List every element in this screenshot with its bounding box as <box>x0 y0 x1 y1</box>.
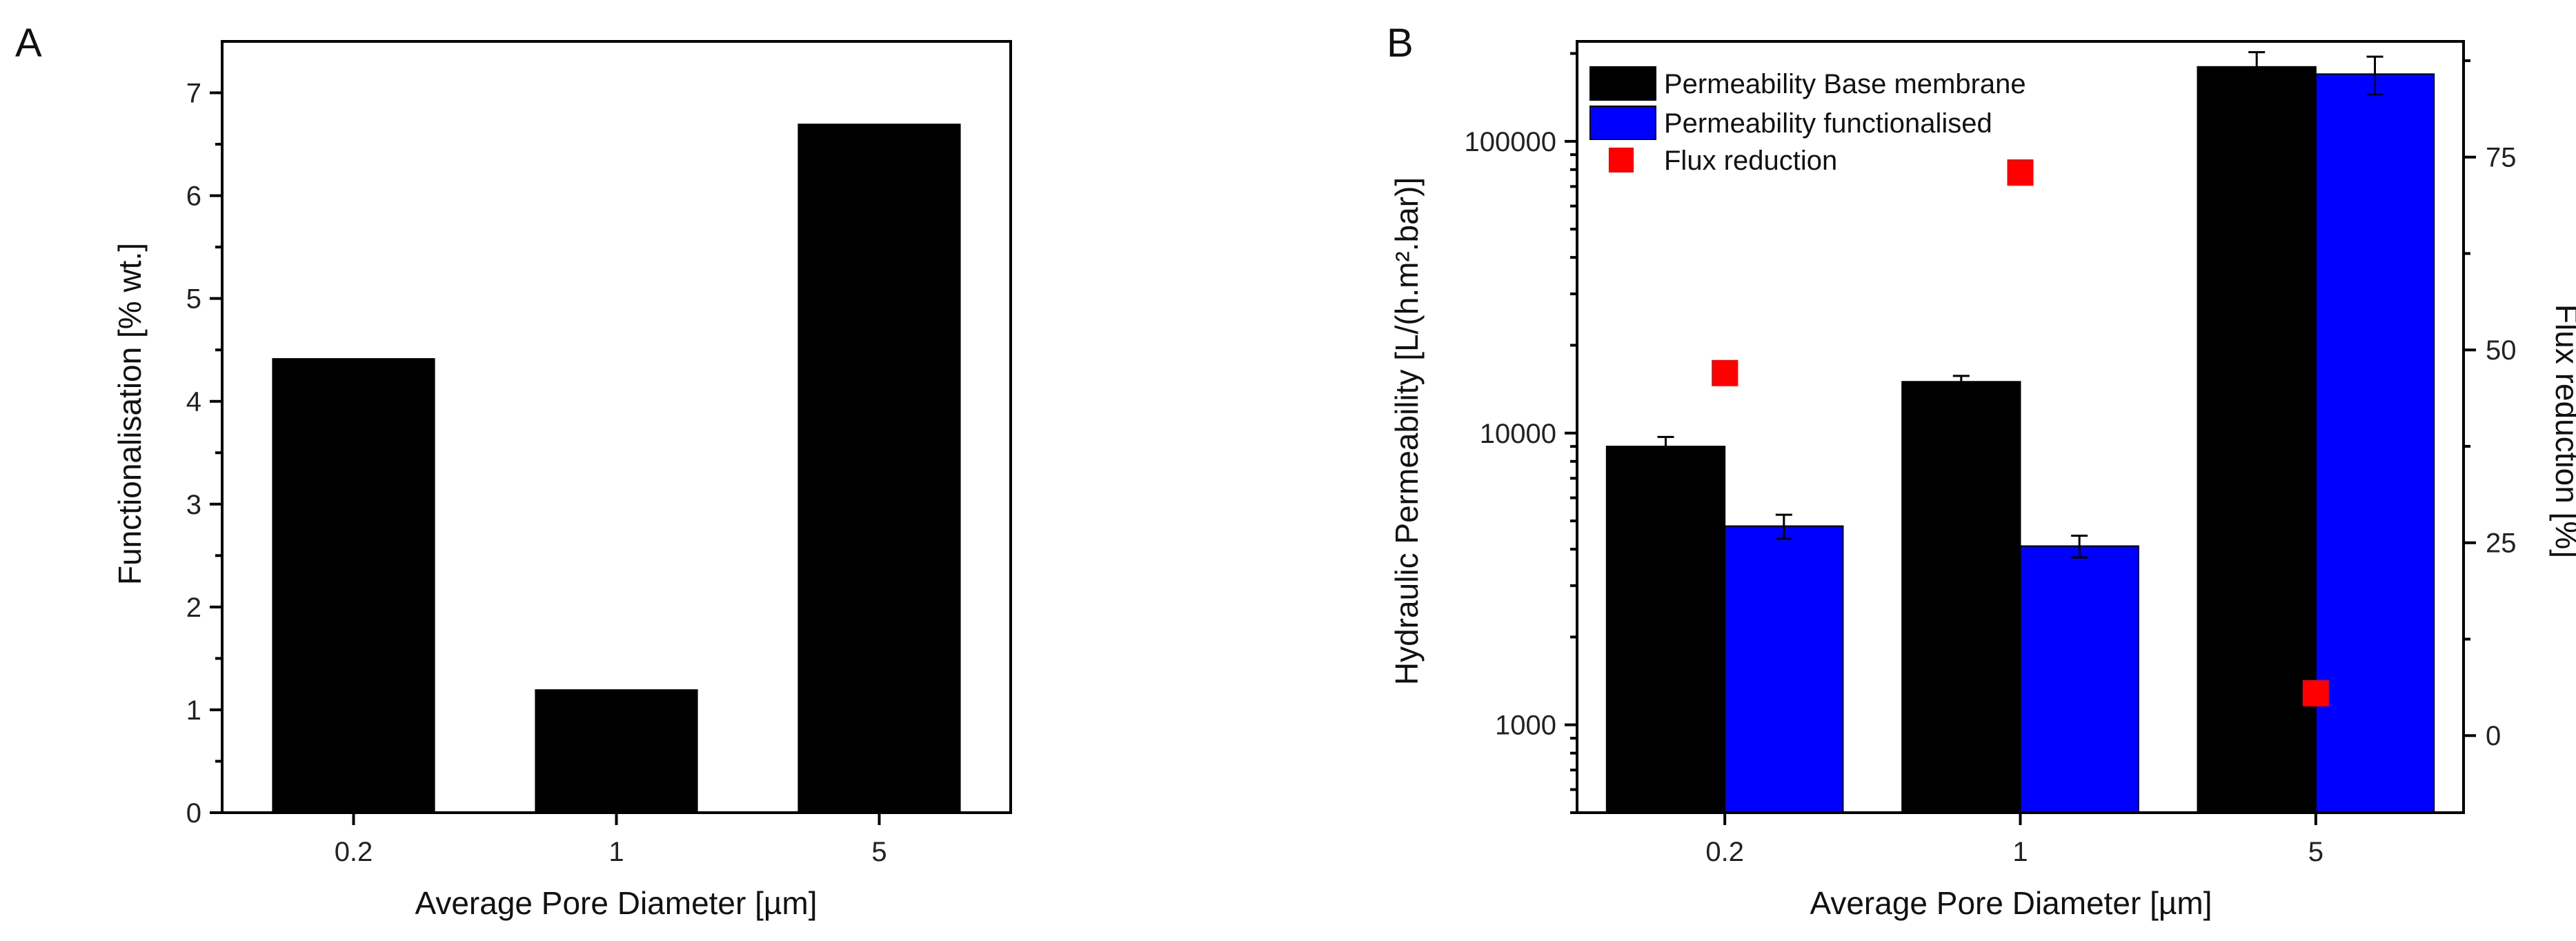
legend-label-base: Permeability Base membrane <box>1664 69 2026 99</box>
panel-b-right-tick-label-2: 50 <box>2486 335 2517 366</box>
legend-label-flux: Flux reduction <box>1664 146 1837 176</box>
panel-b-y-tick-label-2: 100000 <box>1465 127 1556 157</box>
panel-b-bar-s0-0 <box>1605 446 1726 813</box>
panel-b-flux-point-0 <box>1712 359 1738 386</box>
panel-a-label: A <box>15 21 42 66</box>
panel-a-y-tick-label-0: 0 <box>186 798 201 829</box>
panel-b-flux-point-2 <box>2302 680 2329 706</box>
panel-b-right-tick-label-0: 0 <box>2486 721 2501 751</box>
panel-b-right-tick-label-1: 25 <box>2486 528 2517 559</box>
panel-a-y-tick-label-1: 1 <box>186 695 201 726</box>
panel-b-x-tick-label-1: 1 <box>2012 837 2028 867</box>
panel-b-x-tick-label-0: 0.2 <box>1705 837 1744 867</box>
panel-a-bar-0 <box>272 358 435 813</box>
panel-b-bar-s1-1 <box>2019 545 2139 813</box>
panel-b-label: B <box>1387 21 1414 66</box>
panel-a-x-tick-label-1: 1 <box>608 837 624 867</box>
panel-a-x-tick-label-0: 0.2 <box>335 837 373 867</box>
panel-b-right-axis-title: Flux reduction [%] <box>2549 304 2576 558</box>
panel-b-plot: 1000 10000 100000 0 25 50 75 0.2 1 5 <box>1465 40 2517 867</box>
panel-a-bar-2 <box>797 123 961 813</box>
panel-a-plot: 0 1 2 3 4 5 6 7 0.2 1 5 <box>186 40 1012 867</box>
panel-b-legend: Permeability Base membrane Permeability … <box>1589 66 2026 176</box>
panel-a-y-tick-label-2: 2 <box>186 593 201 623</box>
panel-a-y-tick-label-4: 4 <box>186 387 201 417</box>
panel-a-y-tick-label-7: 7 <box>186 79 201 109</box>
panel-a-x-axis-title: Average Pore Diameter [µm] <box>415 885 818 921</box>
panel-a-bar-1 <box>535 689 698 813</box>
panel-a-y-axis-title: Functionalisation [% wt.] <box>112 243 148 585</box>
legend-swatch-base <box>1589 66 1656 101</box>
panel-b-right-tick-label-3: 75 <box>2486 143 2517 173</box>
panel-b-y-tick-label-0: 1000 <box>1495 711 1556 741</box>
legend-swatch-flux <box>1609 148 1634 172</box>
panel-b-y-axis-title: Hydraulic Permeability [L/(h.m².bar)] <box>1389 177 1425 685</box>
panel-b-x-axis-title: Average Pore Diameter [µm] <box>1810 885 2212 921</box>
panel-b-bar-s0-1 <box>1901 381 2021 813</box>
panel-b-flux-point-1 <box>2007 159 2034 186</box>
panel-a-y-tick-label-5: 5 <box>186 284 201 315</box>
legend-swatch-functionalised <box>1589 106 1656 140</box>
panel-a: A 0 1 2 3 4 5 6 7 0.2 1 5 Average Pore Diameter [µ… <box>15 21 1012 921</box>
panel-a-x-tick-label-2: 5 <box>871 837 886 867</box>
panel-b-bar-s1-2 <box>2315 73 2435 813</box>
panel-a-y-tick-label-6: 6 <box>186 181 201 212</box>
panel-a-y-tick-label-3: 3 <box>186 490 201 520</box>
panel-b-x-tick-label-2: 5 <box>2308 837 2324 867</box>
panel-b-bar-s0-2 <box>2197 66 2317 814</box>
panel-b-bar-s1-0 <box>1724 525 1844 813</box>
panel-b: B 1000 10000 100000 0 25 50 75 0.2 1 5 Average Po… <box>1387 21 2576 921</box>
legend-label-functionalised: Permeability functionalised <box>1664 108 1992 139</box>
panel-b-y-tick-label-1: 10000 <box>1480 419 1556 449</box>
